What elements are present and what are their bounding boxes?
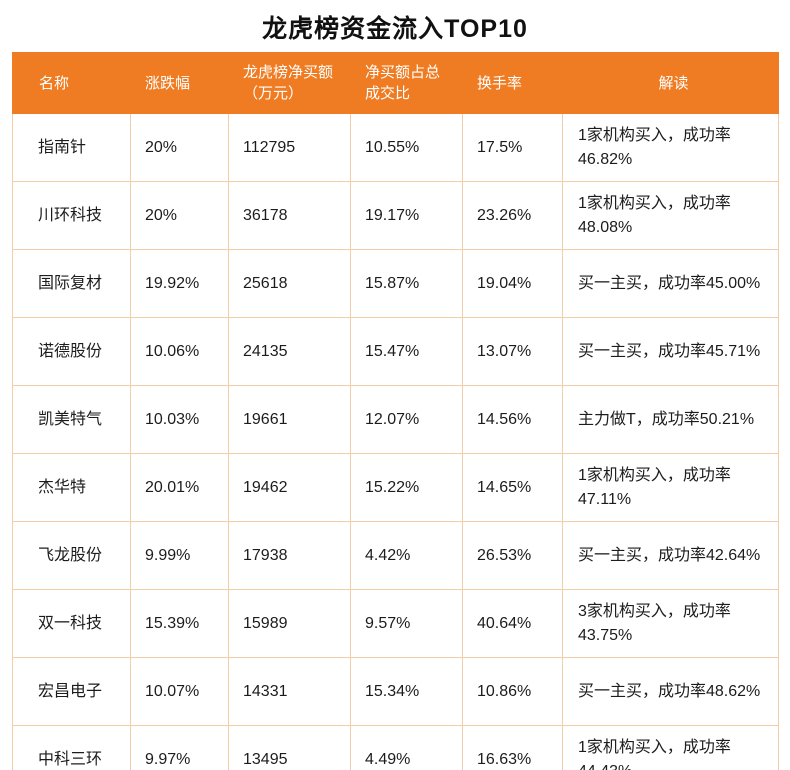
table-row: 宏昌电子 10.07% 14331 15.34% 10.86% 买一主买，成功率48.62… — [12, 657, 779, 726]
stock-name: 飞龙股份 — [12, 521, 131, 590]
change-pct: 10.07% — [130, 657, 229, 726]
table-row: 国际复材 19.92% 25618 15.87% 19.04% 买一主买，成功率45.00… — [12, 249, 779, 318]
net-buy-ratio: 4.42% — [350, 521, 463, 590]
turnover-rate: 10.86% — [462, 657, 563, 726]
table-row: 凯美特气 10.03% 19661 12.07% 14.56% 主力做T，成功率50.21… — [12, 385, 779, 454]
interpretation: 1家机构买入，成功率46.82% — [562, 113, 779, 182]
table-head-row: 名称 涨跌幅 龙虎榜净买额（万元） 净买额占总成交比 换手率 解读 — [12, 52, 779, 114]
table-row: 双一科技 15.39% 15989 9.57% 40.64% 3家机构买入，成功率43.7… — [12, 589, 779, 658]
turnover-rate: 14.56% — [462, 385, 563, 454]
column-header-change-pct: 涨跌幅 — [130, 52, 229, 114]
table-row: 杰华特 20.01% 19462 15.22% 14.65% 1家机构买入，成功率47.1… — [12, 453, 779, 522]
stock-name: 国际复材 — [12, 249, 131, 318]
change-pct: 10.06% — [130, 317, 229, 386]
net-buy-amount: 19462 — [228, 453, 351, 522]
stock-name: 川环科技 — [12, 181, 131, 250]
column-header-interpretation: 解读 — [562, 52, 779, 114]
table-row: 中科三环9.97%134954.49%16.63%1家机构买入，成功率44.43… — [12, 725, 779, 770]
net-buy-amount: 24135 — [228, 317, 351, 386]
stock-name: 凯美特气 — [12, 385, 131, 454]
net-buy-ratio: 15.87% — [350, 249, 463, 318]
interpretation: 1家机构买入，成功率47.11% — [562, 453, 779, 522]
top10-table: 名称 涨跌幅 龙虎榜净买额（万元） 净买额占总成交比 换手率 解读 指南针 20% 11279… — [12, 52, 779, 770]
change-pct: 20% — [130, 113, 229, 182]
turnover-rate: 17.5% — [462, 113, 563, 182]
table-row: 飞龙股份 9.99% 17938 4.42% 26.53% 买一主买，成功率42.64% — [12, 521, 779, 590]
net-buy-amount: 112795 — [228, 113, 351, 182]
stock-name: 指南针 — [12, 113, 131, 182]
turnover-rate: 19.04% — [462, 249, 563, 318]
net-buy-ratio: 15.47% — [350, 317, 463, 386]
interpretation: 1家机构买入，成功率48.08% — [562, 181, 779, 250]
stock-name: 杰华特 — [12, 453, 131, 522]
change-pct: 15.39% — [130, 589, 229, 658]
turnover-rate: 13.07% — [462, 317, 563, 386]
change-pct: 9.97% — [130, 725, 229, 770]
net-buy-ratio: 12.07% — [350, 385, 463, 454]
net-buy-amount: 25618 — [228, 249, 351, 318]
change-pct: 10.03% — [130, 385, 229, 454]
interpretation: 买一主买，成功率45.71% — [562, 317, 779, 386]
stock-name: 宏昌电子 — [12, 657, 131, 726]
column-header-net-buy-ratio: 净买额占总成交比 — [350, 52, 463, 114]
turnover-rate: 26.53% — [462, 521, 563, 590]
net-buy-ratio: 10.55% — [350, 113, 463, 182]
turnover-rate: 14.65% — [462, 453, 563, 522]
net-buy-amount: 17938 — [228, 521, 351, 590]
interpretation: 主力做T，成功率50.21% — [562, 385, 779, 454]
interpretation: 买一主买，成功率45.00% — [562, 249, 779, 318]
stock-name: 中科三环 — [12, 725, 131, 770]
table-row: 川环科技 20% 36178 19.17% 23.26% 1家机构买入，成功率48.08% — [12, 181, 779, 250]
interpretation: 1家机构买入，成功率44.43% — [562, 725, 779, 770]
net-buy-amount: 36178 — [228, 181, 351, 250]
column-header-net-buy-amount: 龙虎榜净买额（万元） — [228, 52, 351, 114]
column-header-stock-name: 名称 — [12, 52, 131, 114]
page-title: 龙虎榜资金流入TOP10 — [262, 15, 528, 43]
net-buy-ratio: 15.34% — [350, 657, 463, 726]
net-buy-amount: 19661 — [228, 385, 351, 454]
net-buy-amount: 14331 — [228, 657, 351, 726]
net-buy-ratio: 9.57% — [350, 589, 463, 658]
interpretation: 3家机构买入，成功率43.75% — [562, 589, 779, 658]
net-buy-ratio: 19.17% — [350, 181, 463, 250]
net-buy-ratio: 15.22% — [350, 453, 463, 522]
net-buy-ratio: 4.49% — [350, 725, 463, 770]
turnover-rate: 40.64% — [462, 589, 563, 658]
table-row: 诺德股份 10.06% 24135 15.47% 13.07% 买一主买，成功率45.71… — [12, 317, 779, 386]
net-buy-amount: 13495 — [228, 725, 351, 770]
stock-name: 诺德股份 — [12, 317, 131, 386]
table-row: 指南针 20% 112795 10.55% 17.5% 1家机构买入，成功率46.82% — [12, 113, 779, 182]
change-pct: 9.99% — [130, 521, 229, 590]
table-body: 指南针 20% 112795 10.55% 17.5% 1家机构买入，成功率46.82% 川… — [12, 113, 779, 770]
net-buy-amount: 15989 — [228, 589, 351, 658]
column-header-turnover-rate: 换手率 — [462, 52, 563, 114]
stock-name: 双一科技 — [12, 589, 131, 658]
turnover-rate: 16.63% — [462, 725, 563, 770]
change-pct: 20.01% — [130, 453, 229, 522]
change-pct: 20% — [130, 181, 229, 250]
turnover-rate: 23.26% — [462, 181, 563, 250]
interpretation: 买一主买，成功率48.62% — [562, 657, 779, 726]
change-pct: 19.92% — [130, 249, 229, 318]
interpretation: 买一主买，成功率42.64% — [562, 521, 779, 590]
